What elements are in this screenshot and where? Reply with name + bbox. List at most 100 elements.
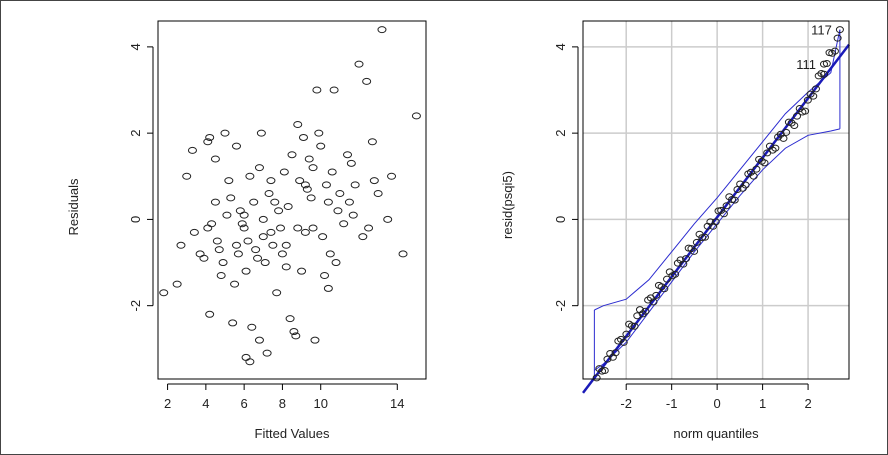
- data-point: [331, 259, 341, 267]
- data-point: [195, 250, 205, 258]
- data-point: [254, 164, 264, 172]
- data-point: [258, 233, 268, 241]
- x-tick-label: 8: [279, 396, 286, 411]
- data-point: [373, 190, 383, 198]
- data-point: [310, 336, 320, 344]
- data-point: [291, 332, 301, 340]
- data-point: [335, 190, 345, 198]
- x-tick-label: 10: [313, 396, 327, 411]
- data-point: [318, 233, 328, 241]
- data-point: [222, 211, 232, 219]
- data-point: [258, 215, 268, 223]
- data-point: [323, 198, 333, 206]
- y-tick-label: 0: [128, 216, 143, 223]
- data-point: [270, 198, 280, 206]
- data-point: [298, 133, 308, 141]
- data-point: [205, 310, 215, 318]
- data-point: [245, 358, 255, 366]
- data-point: [383, 215, 393, 223]
- data-point: [266, 228, 276, 236]
- data-point: [235, 207, 245, 215]
- data-point: [287, 151, 297, 159]
- data-point: [295, 177, 305, 185]
- data-point: [297, 267, 307, 275]
- data-point: [205, 133, 215, 141]
- left-y-axis-title: Residuals: [66, 178, 81, 236]
- data-point: [293, 121, 303, 129]
- data-point: [216, 271, 226, 279]
- data-point: [239, 224, 249, 232]
- data-point: [281, 263, 291, 271]
- data-point: [212, 237, 222, 245]
- data-point: [339, 220, 349, 228]
- data-point: [189, 228, 199, 236]
- data-point: [256, 129, 266, 137]
- data-point: [293, 224, 303, 232]
- data-point: [325, 250, 335, 258]
- data-point: [231, 142, 241, 150]
- data-point: [243, 237, 253, 245]
- data-point: [289, 328, 299, 336]
- left-points: [159, 26, 421, 366]
- left-x-axis-title: Fitted Values: [255, 426, 330, 441]
- data-point: [230, 280, 240, 288]
- data-point: [306, 194, 316, 202]
- data-point: [398, 250, 408, 258]
- data-point: [220, 129, 230, 137]
- data-point: [323, 284, 333, 292]
- data-point: [344, 198, 354, 206]
- data-point: [281, 241, 291, 249]
- x-tick-label: 2: [164, 396, 171, 411]
- data-point: [210, 155, 220, 163]
- data-point: [411, 112, 421, 120]
- data-point: [237, 220, 247, 228]
- data-point: [327, 168, 337, 176]
- y-tick-label: 2: [128, 130, 143, 137]
- data-point: [241, 267, 251, 275]
- data-point: [249, 198, 259, 206]
- data-point: [218, 259, 228, 267]
- y-tick-label: -2: [128, 300, 143, 312]
- data-point: [176, 241, 186, 249]
- data-point: [300, 181, 310, 189]
- data-point: [364, 224, 374, 232]
- data-point: [314, 129, 324, 137]
- data-point: [247, 323, 257, 331]
- data-point: [308, 224, 318, 232]
- data-point: [274, 207, 284, 215]
- data-point: [387, 172, 397, 180]
- data-point: [312, 86, 322, 94]
- data-point: [362, 77, 372, 85]
- data-point: [277, 250, 287, 258]
- data-point: [245, 172, 255, 180]
- x-tick-label: 6: [241, 396, 248, 411]
- data-point: [369, 177, 379, 185]
- data-point: [264, 190, 274, 198]
- data-point: [285, 315, 295, 323]
- data-point: [308, 164, 318, 172]
- data-point: [276, 224, 286, 232]
- x-tick-label: 14: [390, 396, 404, 411]
- data-point: [253, 254, 263, 262]
- data-point: [239, 211, 249, 219]
- data-point: [279, 168, 289, 176]
- data-point: [302, 185, 312, 193]
- data-point: [283, 202, 293, 210]
- data-point: [203, 138, 213, 146]
- data-point: [348, 211, 358, 219]
- data-point: [304, 155, 314, 163]
- residuals-vs-fitted-plot: 2 4 6 8 10 14 -2 0 2 4 Fitted Values Residuals: [66, 20, 427, 441]
- data-point: [358, 233, 368, 241]
- data-point: [214, 246, 224, 254]
- data-point: [333, 207, 343, 215]
- data-point: [233, 250, 243, 258]
- data-point: [226, 194, 236, 202]
- data-point: [224, 177, 234, 185]
- data-point: [260, 259, 270, 267]
- data-point: [187, 146, 197, 154]
- data-point: [350, 181, 360, 189]
- data-point: [367, 138, 377, 146]
- y-tick-label: 4: [128, 43, 143, 50]
- data-point: [231, 241, 241, 249]
- data-point: [182, 172, 192, 180]
